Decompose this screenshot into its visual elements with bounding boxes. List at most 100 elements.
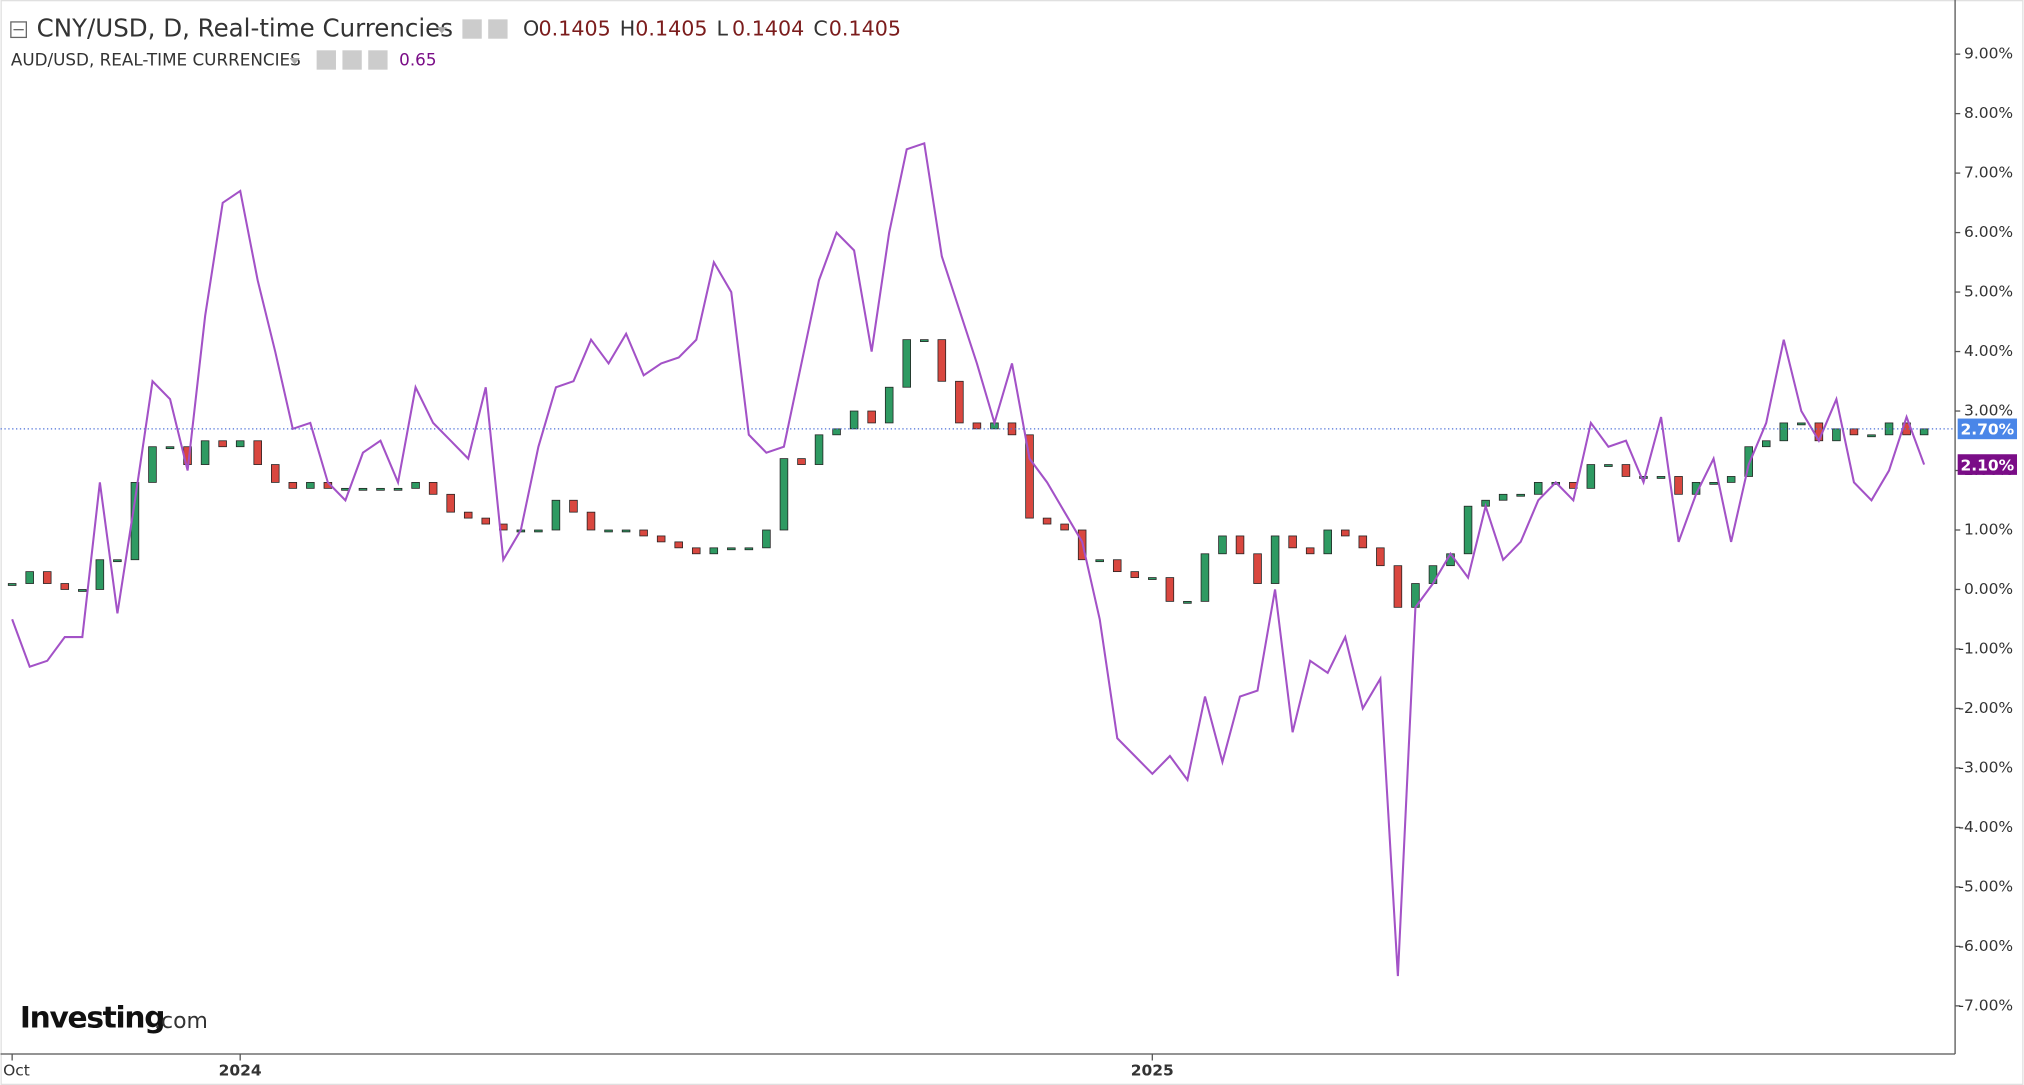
candle — [288, 482, 298, 489]
candle — [1095, 559, 1104, 563]
candle — [797, 458, 806, 465]
y-tick-label: -4.00% — [1958, 818, 2013, 836]
y-tick-label: 6.00% — [1964, 223, 2013, 241]
dropdown-arrow[interactable] — [436, 27, 447, 34]
y-tick-label: 3.00% — [1964, 402, 2013, 420]
candle — [1393, 565, 1403, 608]
settings-icon[interactable] — [462, 19, 482, 39]
candle — [709, 547, 719, 555]
candle — [1586, 464, 1596, 489]
y-tick-label: -5.00% — [1958, 877, 2013, 895]
candle — [411, 482, 420, 489]
y-tick-label: -2.00% — [1958, 699, 2013, 717]
y-tick-label: 5.00% — [1964, 283, 2013, 301]
candle — [1604, 464, 1613, 467]
candle — [762, 529, 771, 549]
candle — [1744, 446, 1753, 477]
price-label-box — [1957, 454, 2018, 475]
candle — [1253, 553, 1262, 584]
candle — [95, 559, 105, 590]
candle — [656, 535, 666, 543]
candle — [165, 446, 175, 450]
candle — [1183, 600, 1192, 604]
candle — [218, 440, 227, 448]
price-label: 2.10% — [1961, 456, 2015, 474]
candle — [902, 339, 911, 388]
settings-icon[interactable] — [488, 19, 508, 39]
candle — [1463, 505, 1473, 555]
collapse-icon[interactable] — [10, 21, 27, 39]
candle — [7, 583, 17, 586]
settings-icon[interactable] — [342, 50, 362, 70]
candle — [1797, 422, 1806, 426]
candle — [779, 458, 789, 531]
x-tick-label: 2024 — [219, 1061, 262, 1079]
candle — [551, 499, 561, 531]
candle — [306, 482, 315, 489]
candle — [1270, 535, 1280, 584]
y-tick-label: -7.00% — [1958, 996, 2013, 1014]
y-tick-label: 9.00% — [1964, 45, 2013, 63]
candle — [1533, 482, 1543, 495]
y-tick-label: -1.00% — [1958, 639, 2013, 657]
y-tick-label: -3.00% — [1958, 758, 2013, 776]
y-tick-label: 1.00% — [1964, 520, 2013, 538]
ohlc-value: 0.1405 — [539, 17, 611, 41]
candle — [1656, 476, 1666, 479]
candle — [744, 547, 754, 551]
candle — [42, 571, 52, 584]
candle — [1165, 577, 1175, 602]
ohlc-value: 0.1404 — [732, 17, 804, 41]
candle — [621, 529, 631, 533]
candle — [972, 422, 982, 430]
candle — [1341, 529, 1350, 537]
dropdown-arrow[interactable] — [289, 58, 300, 65]
candle — [1709, 482, 1718, 485]
candle — [1779, 422, 1789, 442]
candle — [200, 440, 210, 465]
watermark-brand: Investing — [20, 1000, 164, 1035]
ohlc-label: C — [813, 17, 827, 41]
y-tick-label: 4.00% — [1964, 342, 2013, 360]
ohlc-value: 0.1405 — [829, 17, 901, 41]
candle — [674, 541, 683, 549]
price-label-box — [1957, 418, 2018, 440]
y-tick-label: 0.00% — [1964, 580, 2013, 598]
candle — [1148, 577, 1157, 580]
candle — [586, 511, 596, 531]
candle — [1112, 559, 1122, 573]
x-tick-label: 2025 — [1131, 1061, 1174, 1079]
watermark-suffix: .com — [154, 1009, 208, 1034]
candle — [920, 339, 929, 342]
legend-value: 0.65 — [399, 50, 436, 70]
candle — [1060, 523, 1069, 531]
candle — [1867, 434, 1876, 438]
candle — [1849, 428, 1859, 436]
candle — [1323, 529, 1332, 555]
settings-icon[interactable] — [316, 50, 336, 70]
candle — [1498, 493, 1508, 501]
candle — [25, 571, 34, 584]
plot — [7, 141, 1929, 977]
candle — [639, 529, 648, 537]
candle — [937, 339, 947, 382]
candle — [1919, 428, 1929, 436]
candle — [1674, 476, 1683, 495]
candle — [569, 499, 578, 513]
candle — [884, 386, 894, 424]
candle — [271, 464, 280, 483]
y-tick-label: -6.00% — [1958, 937, 2013, 955]
candle — [235, 440, 245, 448]
candle — [604, 529, 613, 533]
candle — [832, 428, 841, 436]
candle — [428, 482, 438, 495]
close-icon[interactable] — [368, 50, 388, 70]
candle — [1726, 476, 1736, 483]
candle — [1376, 547, 1385, 567]
candle — [1761, 440, 1771, 448]
ohlc-label: L — [717, 17, 729, 41]
candle — [955, 380, 964, 424]
candle — [849, 410, 859, 430]
line-series — [11, 141, 1926, 977]
